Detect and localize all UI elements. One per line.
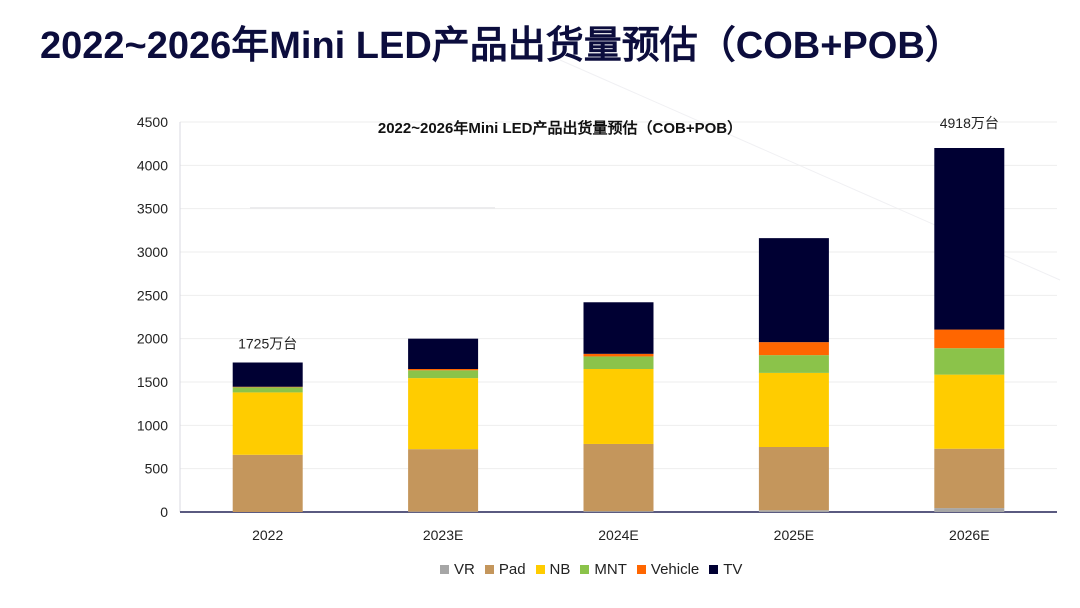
bar-segment-vehicle	[583, 353, 654, 357]
y-tick-label: 500	[145, 461, 169, 477]
bar-segment-mnt	[934, 348, 1005, 375]
bar-segment-vr	[934, 508, 1005, 512]
legend-swatch	[580, 565, 590, 574]
legend-swatch	[484, 565, 494, 574]
bar-segment-vehicle	[758, 342, 829, 356]
bar-segment-tv	[232, 362, 303, 387]
chart-legend: VR Pad NB MNT Vehicle TV	[440, 561, 742, 578]
bar-segment-vehicle	[408, 369, 479, 371]
bar-segment-pad	[758, 447, 829, 511]
bar-segment-vehicle	[934, 329, 1005, 349]
bar-segment-nb	[758, 372, 829, 447]
bar-segment-nb	[934, 374, 1005, 449]
y-tick-label: 3500	[137, 201, 168, 217]
bar-segment-pad	[934, 448, 1005, 509]
y-tick-label: 2000	[137, 331, 168, 347]
legend-label: Pad	[498, 561, 526, 578]
x-tick-label: 2022	[252, 527, 283, 543]
legend-item-nb: NB	[535, 561, 571, 578]
bar-segment-vr	[583, 511, 654, 512]
legend-item-vr: VR	[440, 561, 475, 578]
legend-swatch	[440, 565, 449, 574]
bar-segment-mnt	[758, 355, 829, 373]
y-tick-label: 2500	[137, 287, 168, 303]
bar-segment-mnt	[232, 387, 303, 393]
bar-segment-vehicle	[232, 386, 303, 388]
legend-swatch	[636, 565, 646, 574]
legend-swatch	[709, 565, 719, 574]
bar-segment-pad	[232, 454, 303, 512]
x-tick-label: 2025E	[774, 527, 814, 543]
legend-item-vehicle: Vehicle	[636, 561, 700, 578]
legend-item-mnt: MNT	[580, 561, 627, 578]
bar-segment-tv	[408, 338, 479, 369]
legend-item-tv: TV	[709, 561, 742, 578]
bar-segment-tv	[583, 302, 654, 354]
data-label: 4918万台	[940, 115, 999, 131]
bar-segment-nb	[408, 378, 479, 450]
bar-segment-pad	[583, 443, 654, 512]
bar-segment-mnt	[583, 356, 654, 369]
y-tick-label: 1500	[137, 374, 168, 390]
data-label: 1725万台	[238, 336, 297, 352]
page-title: 2022~2026年Mini LED产品出货量预估（COB+POB）	[40, 25, 963, 67]
bar-segment-nb	[232, 392, 303, 455]
y-tick-label: 1000	[137, 417, 168, 433]
legend-label: TV	[723, 561, 743, 578]
x-tick-label: 2023E	[423, 527, 463, 543]
chart-title: 2022~2026年Mini LED产品出货量预估（COB+POB）	[378, 119, 742, 137]
y-tick-label: 3000	[137, 244, 168, 260]
bar-segment-vr	[758, 510, 829, 512]
y-tick-label: 0	[160, 504, 168, 520]
legend-label: VR	[454, 561, 475, 578]
legend-item-pad: Pad	[484, 561, 526, 578]
legend-label: NB	[549, 561, 571, 578]
legend-swatch	[535, 565, 545, 574]
bar-segment-pad	[408, 449, 479, 512]
legend-label: MNT	[594, 561, 627, 578]
bar-segment-mnt	[408, 370, 479, 379]
y-tick-label: 4500	[137, 114, 168, 130]
legend-label: Vehicle	[650, 561, 700, 578]
bar-segment-tv	[934, 148, 1005, 330]
x-tick-label: 2024E	[598, 527, 638, 543]
y-tick-label: 4000	[137, 157, 168, 173]
x-tick-label: 2026E	[949, 527, 989, 543]
bar-segment-nb	[583, 369, 654, 444]
bar-segment-tv	[758, 238, 829, 343]
